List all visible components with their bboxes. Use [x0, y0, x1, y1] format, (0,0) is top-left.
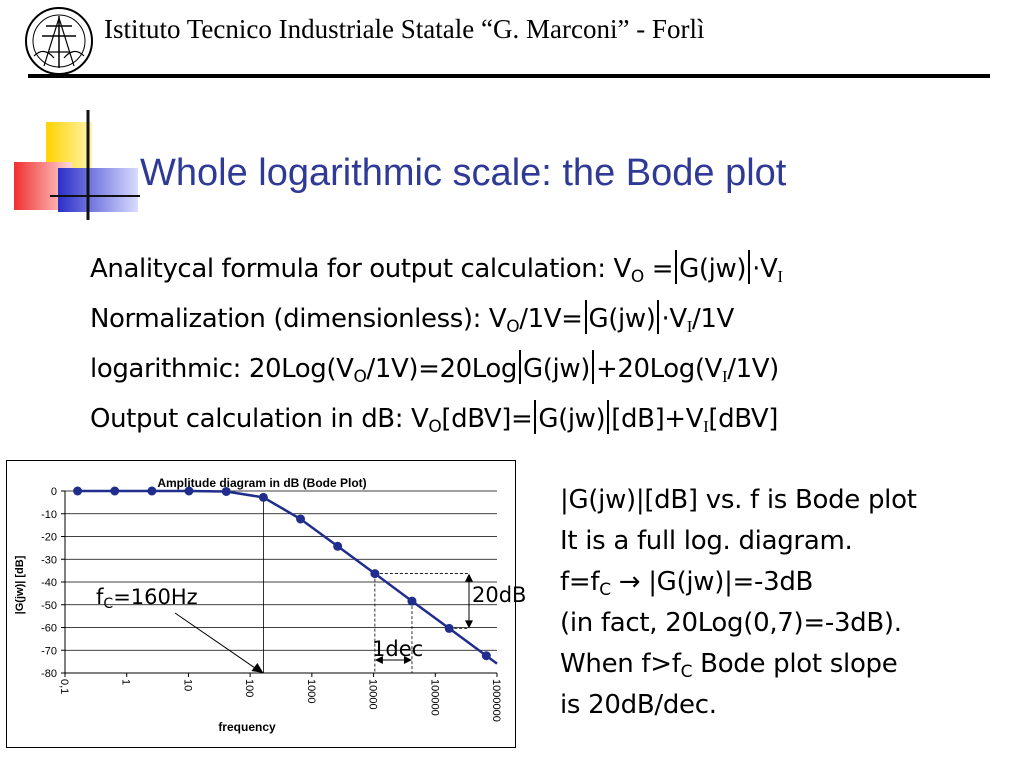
data-point	[370, 569, 380, 579]
one-decade-callout: 1dec	[372, 637, 424, 661]
series-line	[77, 489, 498, 665]
x-tick-label: 10	[181, 679, 193, 691]
y-tick-label: -40	[41, 577, 57, 589]
institute-name: Istituto Tecnico Industriale Statale “G.…	[104, 14, 705, 44]
formula-logarithmic: logarithmic: 20Log(VO/1V)=20Log G(jw) +20L…	[90, 350, 779, 386]
fc-callout: fC=160Hz	[96, 585, 198, 612]
twenty-db-arrow-top	[465, 573, 473, 582]
formula-analytical: Analitycal formula for output calculatio…	[90, 250, 783, 286]
data-point	[258, 492, 268, 502]
data-point	[221, 486, 231, 496]
formula-output-db: Output calculation in dB: VO[dBV]= G(jw)[…	[90, 400, 778, 436]
twenty-db-arrow-bottom	[465, 620, 473, 629]
y-tick-label: -20	[41, 532, 57, 544]
x-tick-label: 10000	[367, 679, 379, 710]
twenty-db-callout: 20dB	[472, 583, 527, 607]
bode-chart-svg: 0 -10 -20 -30 -40 -50 -60 -70 -800,1 1 10 100 1000 10…	[14, 476, 502, 734]
data-point	[407, 596, 417, 606]
data-point	[110, 486, 120, 496]
slide-title: Whole logarithmic scale: the Bode plot	[140, 152, 787, 194]
explanation-notes: |G(jw)|[dB] vs. f is Bode plot It is a f…	[560, 480, 917, 726]
header-divider	[28, 74, 990, 78]
note-line-1: |G(jw)|[dB] vs. f is Bode plot	[560, 485, 917, 515]
fc-arrow-line	[174, 612, 260, 672]
x-tick-label: 1000000	[490, 679, 502, 722]
note-line-4: (in fact, 20Log(0,7)=-3dB).	[560, 608, 902, 638]
one-dec-arrow-right	[403, 656, 412, 664]
chart-y-axis-label: |G(jw)| [dB]	[14, 555, 26, 614]
chart-x-axis-label: frequency	[218, 720, 276, 734]
data-point	[333, 541, 343, 551]
chart-title: Amplitude diagram in dB (Bode Plot)	[157, 476, 366, 490]
institute-logo	[25, 7, 93, 75]
note-line-3: f=fC → |G(jw)|=-3dB	[560, 567, 814, 600]
x-tick-label: 100000	[428, 679, 440, 716]
x-tick-label: 0,1	[58, 679, 70, 694]
bode-chart: 0 -10 -20 -30 -40 -50 -60 -70 -80 0,1 1 10 100 1000 10…	[6, 460, 516, 748]
data-point	[296, 514, 306, 524]
formula-normalization: Normalization (dimensionless): VO/1V= G(j…	[90, 300, 734, 336]
note-line-5: When f>fC Bode plot slope	[560, 649, 898, 682]
note-line-2: It is a full log. diagram.	[560, 526, 853, 556]
data-point	[444, 623, 454, 633]
y-tick-label: -80	[41, 668, 57, 680]
x-tick-label: 100	[243, 679, 255, 697]
data-point	[184, 486, 194, 496]
decorative-squares	[14, 110, 140, 220]
y-tick-label: -50	[41, 600, 57, 612]
one-dec-arrow-left	[374, 656, 383, 664]
data-point	[481, 651, 491, 661]
y-tick-label: -60	[41, 623, 57, 635]
data-point	[147, 486, 157, 496]
x-tick-label: 1000	[305, 679, 317, 703]
x-tick-label: 1	[120, 679, 132, 685]
fc-arrow-head	[251, 663, 264, 673]
y-tick-label: 0	[51, 486, 57, 498]
y-tick-label: -30	[41, 554, 57, 566]
note-line-6: is 20dB/dec.	[560, 690, 717, 720]
y-tick-label: -10	[41, 509, 57, 521]
y-tick-label: -70	[41, 645, 57, 657]
data-point	[73, 486, 83, 496]
